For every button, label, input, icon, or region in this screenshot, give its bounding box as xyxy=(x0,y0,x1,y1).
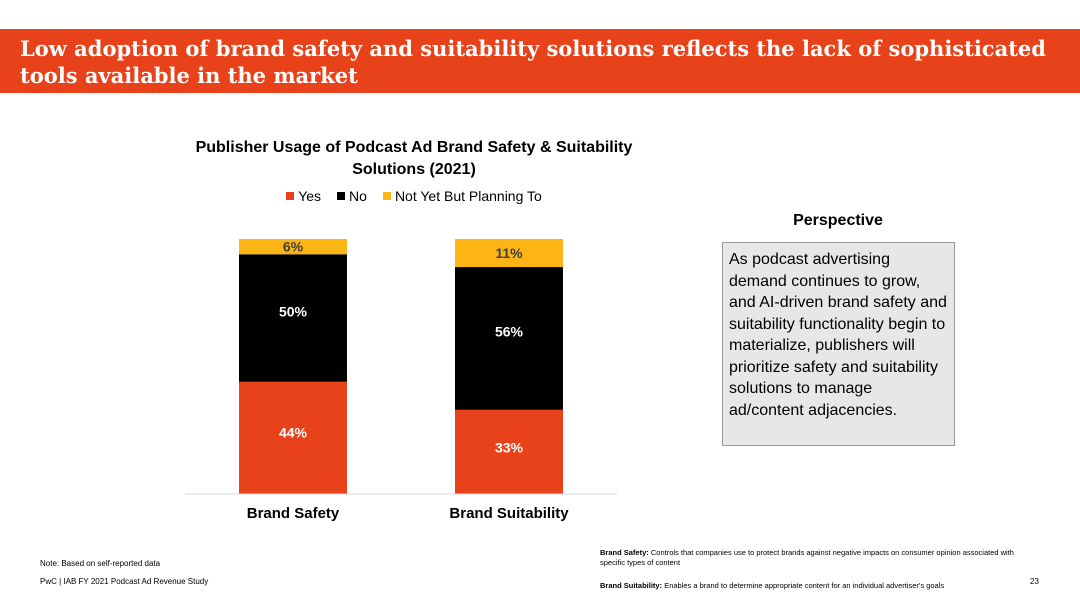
perspective-box: As podcast advertising demand continues … xyxy=(722,242,955,446)
brand-suitability-term: Brand Suitability: xyxy=(600,581,663,590)
legend-item-yes: Yes xyxy=(286,188,321,204)
brand-safety-def-text: Controls that companies use to protect b… xyxy=(600,548,1014,567)
bar-no-brand-safety xyxy=(239,254,347,382)
page-number: 23 xyxy=(1030,577,1039,586)
legend-item-planning: Not Yet But Planning To xyxy=(382,188,542,204)
perspective-title: Perspective xyxy=(793,212,883,229)
legend-swatch-planning xyxy=(382,192,391,200)
source-line: PwC | IAB FY 2021 Podcast Ad Revenue Stu… xyxy=(40,577,209,586)
chart-legend: Yes No Not Yet But Planning To xyxy=(180,188,648,204)
legend-label-yes: Yes xyxy=(298,188,322,204)
brand-suitability-definition: Brand Suitability: Enables a brand to de… xyxy=(600,581,1020,591)
data-label-no-brand-safety: 50% xyxy=(279,304,308,320)
data-label-no-brand-suitability: 56% xyxy=(495,323,524,339)
data-label-planning-brand-suitability: 11% xyxy=(495,245,523,261)
legend-label-planning: Not Yet But Planning To xyxy=(394,188,542,204)
legend-item-no: No xyxy=(337,188,367,204)
perspective-text: As podcast advertising demand continues … xyxy=(729,251,947,419)
chart-title: Publisher Usage of Podcast Ad Brand Safe… xyxy=(195,139,633,178)
bar-planning-brand-safety xyxy=(239,239,347,255)
category-label-brand-suitability: Brand Suitability xyxy=(449,505,569,522)
data-label-yes-brand-safety: 44% xyxy=(279,424,308,440)
data-label-planning-brand-safety: 6% xyxy=(283,239,304,255)
legend-label-no: No xyxy=(349,188,367,204)
brand-suitability-def-text: Enables a brand to determine appropriate… xyxy=(664,581,945,590)
header-banner: Low adoption of brand safety and suitabi… xyxy=(0,29,1080,93)
footnote: Note: Based on self-reported data xyxy=(40,559,161,568)
slide-title: Low adoption of brand safety and suitabi… xyxy=(20,36,1046,88)
category-label-brand-safety: Brand Safety xyxy=(247,505,340,522)
data-label-yes-brand-suitability: 33% xyxy=(495,440,524,456)
legend-swatch-yes xyxy=(286,192,295,200)
brand-safety-term: Brand Safety: xyxy=(600,548,649,557)
bar-planning-brand-suitability xyxy=(455,239,563,268)
bar-yes-brand-suitability xyxy=(455,409,563,494)
bar-yes-brand-safety xyxy=(239,381,347,494)
legend-swatch-no xyxy=(337,192,346,200)
bar-no-brand-suitability xyxy=(455,267,563,410)
brand-safety-definition: Brand Safety: Controls that companies us… xyxy=(600,548,1020,568)
